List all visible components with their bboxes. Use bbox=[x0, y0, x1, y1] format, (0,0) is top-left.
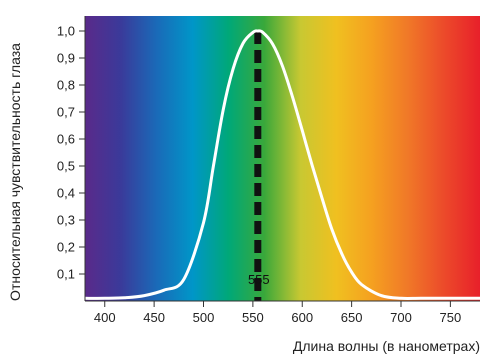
y-tick-label: 0,3 bbox=[57, 213, 75, 228]
y-tick-label: 0,5 bbox=[57, 159, 75, 174]
y-tick-label: 0,6 bbox=[57, 132, 75, 147]
x-tick-label: 600 bbox=[291, 310, 313, 325]
sensitivity-curve bbox=[83, 29, 482, 301]
y-tick-label: 0,2 bbox=[57, 240, 75, 255]
y-tick-label: 1,0 bbox=[57, 24, 75, 39]
y-tick-label: 0,8 bbox=[57, 78, 75, 93]
x-tick-label: 450 bbox=[143, 310, 165, 325]
y-tick-label: 0,4 bbox=[57, 186, 75, 201]
y-tick-label: 0,9 bbox=[57, 51, 75, 66]
x-tick-label: 650 bbox=[341, 310, 363, 325]
x-tick-label: 500 bbox=[193, 310, 215, 325]
spectrum-background bbox=[85, 16, 480, 301]
y-axis-title: Относительная чувствительность глаза bbox=[7, 43, 23, 301]
plot-area bbox=[85, 16, 480, 301]
x-tick-label: 400 bbox=[94, 310, 116, 325]
marker-label-555: 555 bbox=[248, 272, 270, 287]
x-axis: 400 450 500 550 600 650 700 750 bbox=[85, 300, 480, 325]
y-axis: 0,1 0,2 0,3 0,4 0,5 0,6 0,7 0,8 0,9 1,0 bbox=[57, 16, 86, 301]
y-tick-label: 0,1 bbox=[57, 267, 75, 282]
chart-marks: 555 bbox=[83, 29, 482, 301]
x-tick-label: 750 bbox=[440, 310, 462, 325]
x-tick-label: 700 bbox=[390, 310, 412, 325]
x-axis-title: Длина волны (в нанометрах) bbox=[293, 338, 480, 354]
y-tick-label: 0,7 bbox=[57, 105, 75, 120]
x-tick-label: 550 bbox=[242, 310, 264, 325]
